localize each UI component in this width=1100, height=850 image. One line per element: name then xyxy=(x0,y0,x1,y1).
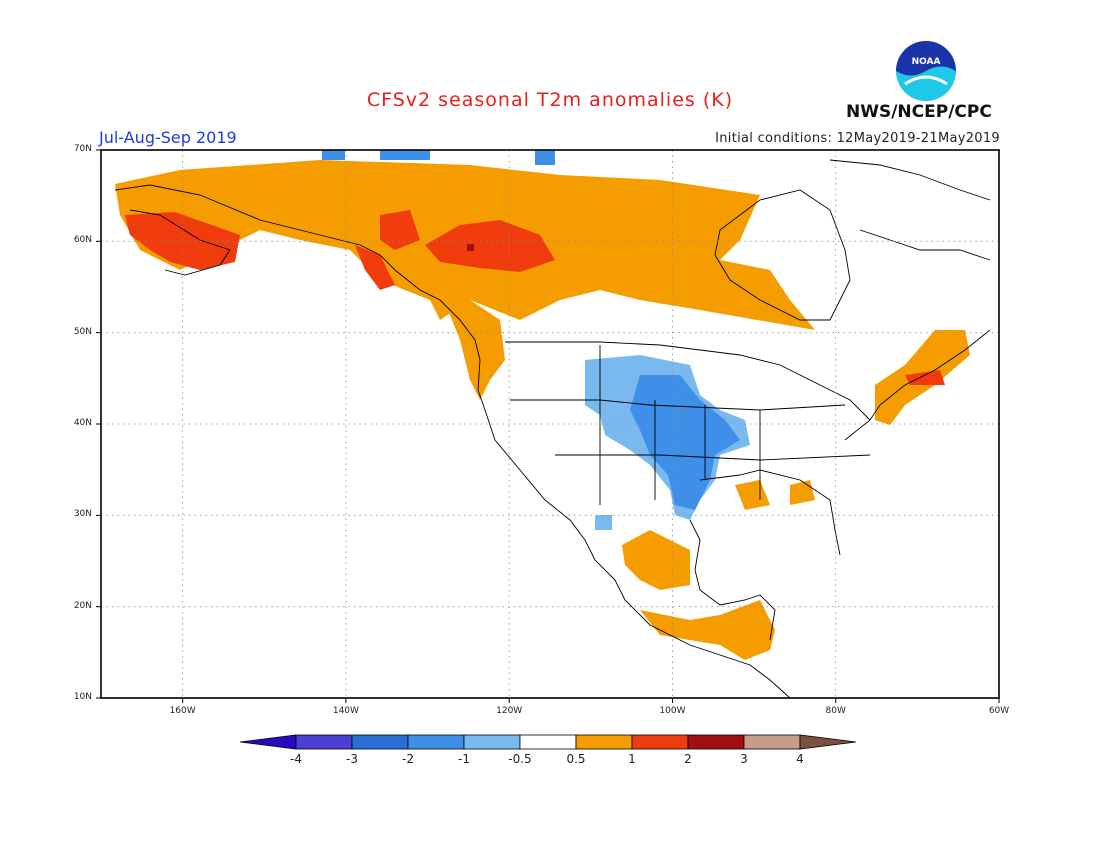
colorbar-segment-3 xyxy=(407,734,465,750)
agency-label: NWS/NCEP/CPC xyxy=(846,102,992,122)
colorbar-segment-7 xyxy=(631,734,689,750)
coastline-0 xyxy=(114,184,791,699)
coastline-7 xyxy=(859,229,991,261)
noaa-logo-icon: NOAA xyxy=(896,41,956,101)
initial-conditions: Initial conditions: 12May2019-21May2019 xyxy=(715,131,1000,146)
colorbar-label: -1 xyxy=(458,752,470,766)
colorbar-arrow-left xyxy=(239,734,297,750)
anomaly-region-13 xyxy=(630,375,740,510)
lon-label: 80W xyxy=(825,706,846,716)
anomaly-region-10 xyxy=(735,480,770,510)
axis-ticks xyxy=(96,149,1000,703)
anomaly-region-8 xyxy=(622,530,690,590)
us-border xyxy=(505,341,871,505)
season-label: Jul-Aug-Sep 2019 xyxy=(99,128,237,147)
colorbar xyxy=(239,734,857,750)
lon-label: 100W xyxy=(659,706,686,716)
chart-title: CFSv2 seasonal T2m anomalies (K) xyxy=(366,89,734,111)
anomaly-region-16 xyxy=(380,150,430,160)
colorbar-label: 3 xyxy=(740,752,748,766)
anomaly-region-15 xyxy=(322,150,345,160)
lon-label: 120W xyxy=(496,706,523,716)
lat-label: 70N xyxy=(73,144,92,154)
coastlines xyxy=(114,159,991,699)
colorbar-label: 1 xyxy=(628,752,636,766)
anomaly-region-11 xyxy=(790,480,815,505)
anomaly-region-4 xyxy=(425,220,555,272)
lat-label: 50N xyxy=(73,326,92,337)
anomaly-region-9 xyxy=(640,600,775,660)
colorbar-label: 2 xyxy=(684,752,692,766)
lon-label: 160W xyxy=(169,706,196,716)
anomaly-region-2 xyxy=(125,212,240,270)
coastline-5 xyxy=(714,189,851,321)
colorbar-label: -3 xyxy=(346,752,358,766)
colorbar-segment-1 xyxy=(295,734,353,750)
grid-lines xyxy=(101,150,999,698)
anomaly-max-cell xyxy=(467,244,474,251)
colorbar-segment-9 xyxy=(743,734,801,750)
colorbar-label: 0.5 xyxy=(566,752,586,766)
lat-label: 60N xyxy=(73,235,92,246)
anomaly-region-17 xyxy=(535,150,555,165)
colorbar-label: -2 xyxy=(402,752,414,766)
lat-label: 40N xyxy=(73,418,92,428)
anomaly-region-3 xyxy=(380,210,420,250)
coastline-6 xyxy=(829,159,991,201)
colorbar-segment-2 xyxy=(351,734,409,750)
anomaly-region-1 xyxy=(440,290,505,400)
coastline-3 xyxy=(699,469,841,556)
lat-label: 30N xyxy=(73,509,92,520)
lat-label: 10N xyxy=(73,692,92,702)
colorbar-label: -0.5 xyxy=(508,752,532,766)
anomaly-region-14 xyxy=(595,515,612,530)
coastline-1 xyxy=(129,209,231,276)
colorbar-segment-6 xyxy=(575,734,633,750)
colorbar-segment-4 xyxy=(463,734,521,750)
colorbar-arrow-right xyxy=(799,734,857,750)
lon-label: 60W xyxy=(988,706,1010,716)
colorbar-label: -4 xyxy=(290,752,302,766)
colorbar-segment-8 xyxy=(687,734,745,750)
colorbar-label: 4 xyxy=(796,752,804,766)
anomaly-region-5 xyxy=(355,245,395,290)
anomaly-region-7 xyxy=(905,370,945,385)
colorbar-segment-5 xyxy=(519,734,577,750)
lat-label: 20N xyxy=(73,600,92,611)
logo-text: NOAA xyxy=(912,57,941,67)
coastline-2 xyxy=(689,519,776,641)
lon-label: 140W xyxy=(332,706,359,716)
